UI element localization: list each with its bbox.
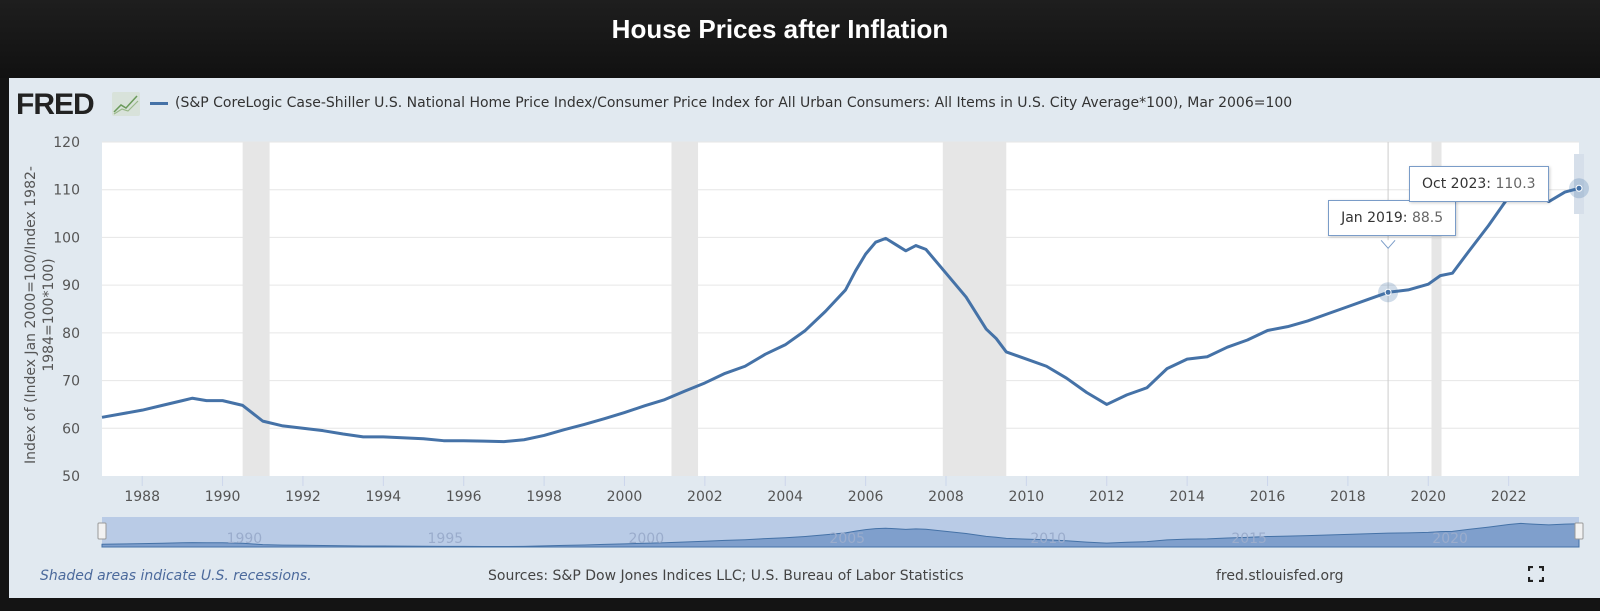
x-tick-label: 1988 [124,489,160,505]
recession-note: Shaded areas indicate U.S. recessions. [40,568,312,584]
y-tick-label: 60 [62,421,80,437]
y-tick-label: 80 [62,326,80,342]
x-tick-label: 1998 [526,489,562,505]
navigator-label: 2020 [1432,531,1468,547]
x-tick-label: 2002 [687,489,723,505]
sources-text: Sources: S&P Dow Jones Indices LLC; U.S.… [488,568,964,584]
x-tick-label: 2000 [607,489,643,505]
series-line [101,183,1580,444]
chart-legend[interactable]: (S&P CoreLogic Case-Shiller U.S. Nationa… [150,95,1292,111]
plot-area [102,142,1579,476]
tooltip-jan-2019: Jan 2019: 88.5 [1328,200,1457,237]
page-title: House Prices after Inflation [611,14,949,44]
y-tick-label: 50 [62,469,80,485]
x-tick-label: 2010 [1009,489,1045,505]
x-tick-label: 2008 [928,489,964,505]
x-tick-label: 2018 [1330,489,1366,505]
x-tick-label: 1992 [285,489,321,505]
x-tick-label: 2004 [767,489,803,505]
data-point-marker [1384,288,1392,296]
recession-band [1431,142,1442,476]
y-tick-label: 110 [53,183,80,199]
y-tick-label: 120 [53,135,80,151]
recession-band [242,142,270,476]
navigator-series [101,522,1580,548]
fullscreen-icon[interactable] [1528,566,1544,582]
tooltip-value: 88.5 [1411,210,1444,227]
navigator-label: 2015 [1231,531,1267,547]
legend-label: (S&P CoreLogic Case-Shiller U.S. Nationa… [175,95,1293,111]
tooltip-date: Jan 2019 [1341,210,1403,227]
x-tick-label: 2020 [1410,489,1446,505]
x-tick-label: 1996 [446,489,482,505]
navigator-label: 2000 [628,531,664,547]
x-tick-label: 1990 [205,489,241,505]
x-tick-label: 2016 [1250,489,1286,505]
navigator-handle[interactable] [1574,522,1584,540]
navigator-handle[interactable] [97,522,107,540]
fred-graph-icon [112,92,140,116]
y-tick-label: 70 [62,374,80,390]
x-tick-label: 2014 [1169,489,1205,505]
x-tick-label: 1994 [366,489,402,505]
x-tick-label: 2006 [848,489,884,505]
fred-logo[interactable]: FRED [16,88,95,121]
tooltip-value: 110.3 [1495,176,1536,193]
navigator-label: 2010 [1030,531,1066,547]
recession-band [671,142,699,476]
y-tick-label: 100 [53,230,80,246]
x-tick-label: 2012 [1089,489,1125,505]
tooltip-pointer [1380,239,1396,250]
fred-site-link[interactable]: fred.stlouisfed.org [1216,568,1344,584]
navigator-label: 1995 [428,531,464,547]
navigator-label: 1990 [227,531,263,547]
legend-swatch [150,101,168,105]
crosshair-band [1574,154,1584,214]
header-bar: House Prices after Inflation [0,0,1600,78]
data-point-marker [1575,184,1583,192]
x-tick-label: 2022 [1491,489,1527,505]
tooltip-date: Oct 2023 [1422,176,1487,193]
navigator-label: 2005 [829,531,865,547]
y-tick-label: 90 [62,278,80,294]
tooltip-oct-2023: Oct 2023: 110.3 [1409,166,1549,203]
